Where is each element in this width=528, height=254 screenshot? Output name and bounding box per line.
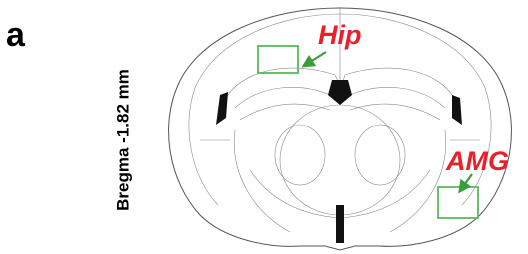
hip-arrow bbox=[307, 52, 326, 64]
amg-arrow bbox=[462, 174, 472, 188]
amg-roi-box bbox=[438, 187, 478, 218]
amg-label: AMG bbox=[445, 146, 509, 176]
hip-label: Hip bbox=[318, 20, 362, 50]
figure-panel: a Bregma -1.82 mm Hip AMG bbox=[0, 0, 528, 254]
section-label: Bregma -1.82 mm bbox=[113, 69, 132, 211]
panel-letter: a bbox=[6, 16, 26, 54]
